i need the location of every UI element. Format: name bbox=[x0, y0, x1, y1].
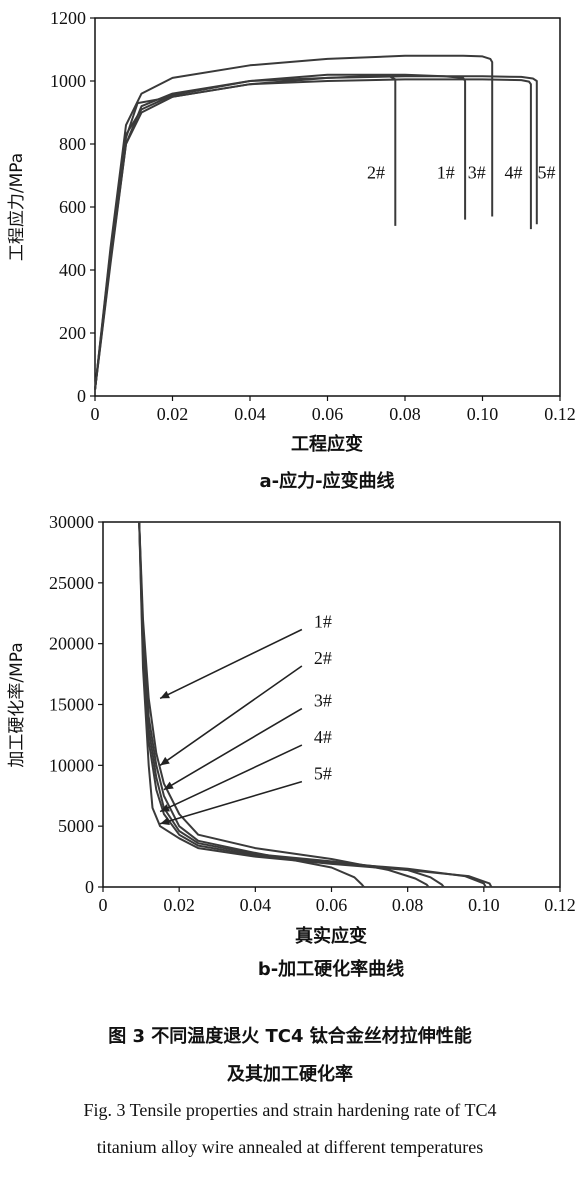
annotation-label-4: 4# bbox=[314, 727, 332, 747]
series-line-3 bbox=[138, 521, 445, 888]
series-label-2: 2# bbox=[367, 163, 385, 183]
x-tick-label: 0.02 bbox=[163, 895, 195, 915]
series-line-2 bbox=[94, 75, 397, 390]
annotation-label-2: 2# bbox=[314, 648, 332, 668]
y-tick-label: 1000 bbox=[50, 71, 86, 91]
figure-caption-en-line1: Fig. 3 Tensile properties and strain har… bbox=[83, 1100, 497, 1120]
series-line-4 bbox=[138, 521, 487, 888]
arrowhead bbox=[160, 690, 170, 699]
series-line-5 bbox=[94, 75, 538, 390]
y-tick-label: 20000 bbox=[49, 634, 94, 654]
y-tick-label: 25000 bbox=[49, 573, 94, 593]
annotation-label-1: 1# bbox=[314, 612, 332, 632]
x-tick-label: 0.04 bbox=[240, 895, 272, 915]
arrowhead bbox=[160, 804, 170, 812]
series-line-4 bbox=[94, 78, 532, 390]
y-tick-label: 1200 bbox=[50, 8, 86, 28]
y-tick-label: 0 bbox=[85, 877, 94, 897]
y-tick-label: 15000 bbox=[49, 695, 94, 715]
annotation-arrow-4 bbox=[159, 744, 303, 813]
x-tick-label: 0.02 bbox=[157, 404, 189, 424]
annotation-arrow-1 bbox=[159, 628, 303, 700]
figure-caption-cn-line2: 及其加工硬化率 bbox=[227, 1064, 353, 1085]
series-label-5: 5# bbox=[537, 163, 555, 183]
figure-caption-en-line2: titanium alloy wire annealed at differen… bbox=[96, 1137, 484, 1157]
series-label-1: 1# bbox=[437, 163, 455, 183]
y-tick-label: 0 bbox=[77, 386, 86, 406]
x-tick-label: 0.12 bbox=[544, 404, 576, 424]
x-tick-label: 0.06 bbox=[312, 404, 344, 424]
y-tick-label: 400 bbox=[59, 260, 86, 280]
y-tick-label: 800 bbox=[59, 134, 86, 154]
x-tick-label: 0.12 bbox=[544, 895, 576, 915]
x-tick-label: 0.10 bbox=[467, 404, 499, 424]
x-tick-label: 0.08 bbox=[389, 404, 421, 424]
series-line-1 bbox=[138, 521, 430, 888]
y-tick-label: 30000 bbox=[49, 512, 94, 532]
subfigure-caption-a: a-应力-应变曲线 bbox=[259, 470, 394, 492]
y-axis-title: 工程应力/MPa bbox=[7, 153, 27, 261]
figure-caption-cn-line1: 图 3 不同温度退火 TC4 钛合金丝材拉伸性能 bbox=[108, 1026, 472, 1047]
series-line-5 bbox=[138, 521, 493, 888]
x-tick-label: 0 bbox=[91, 404, 100, 424]
x-tick-label: 0.10 bbox=[468, 895, 500, 915]
x-axis-title: 工程应变 bbox=[291, 433, 363, 455]
series-label-4: 4# bbox=[505, 163, 523, 183]
arrowhead bbox=[163, 781, 174, 790]
annotation-arrow-2 bbox=[159, 665, 303, 766]
annotation-arrow-5 bbox=[159, 780, 303, 825]
y-tick-label: 600 bbox=[59, 197, 86, 217]
x-axis-title: 真实应变 bbox=[295, 925, 367, 947]
arrowhead bbox=[160, 756, 170, 766]
hardening-rate-chart: 0 0.02 0.04 0.06 0.08 0.10 0.12 0 5000 10000 15000… bbox=[7, 512, 576, 980]
y-axis-title: 加工硬化率/MPa bbox=[7, 642, 27, 767]
arrowhead bbox=[160, 817, 170, 826]
y-tick-label: 10000 bbox=[49, 755, 94, 775]
y-tick-label: 5000 bbox=[58, 816, 94, 836]
subfigure-caption-b: b-加工硬化率曲线 bbox=[258, 958, 404, 980]
annotation-label-5: 5# bbox=[314, 764, 332, 784]
x-tick-label: 0 bbox=[99, 895, 108, 915]
x-tick-label: 0.04 bbox=[234, 404, 266, 424]
series-label-3: 3# bbox=[468, 163, 486, 183]
stress-strain-chart: 0 0.02 0.04 0.06 0.08 0.10 0.12 0 200 400 600 800 10… bbox=[7, 8, 576, 492]
y-tick-label: 200 bbox=[59, 323, 86, 343]
annotation-arrow-3 bbox=[163, 707, 303, 791]
series-line-3 bbox=[94, 54, 494, 390]
x-tick-label: 0.08 bbox=[392, 895, 424, 915]
series-line-1 bbox=[94, 73, 467, 390]
x-tick-label: 0.06 bbox=[316, 895, 348, 915]
annotation-label-3: 3# bbox=[314, 691, 332, 711]
